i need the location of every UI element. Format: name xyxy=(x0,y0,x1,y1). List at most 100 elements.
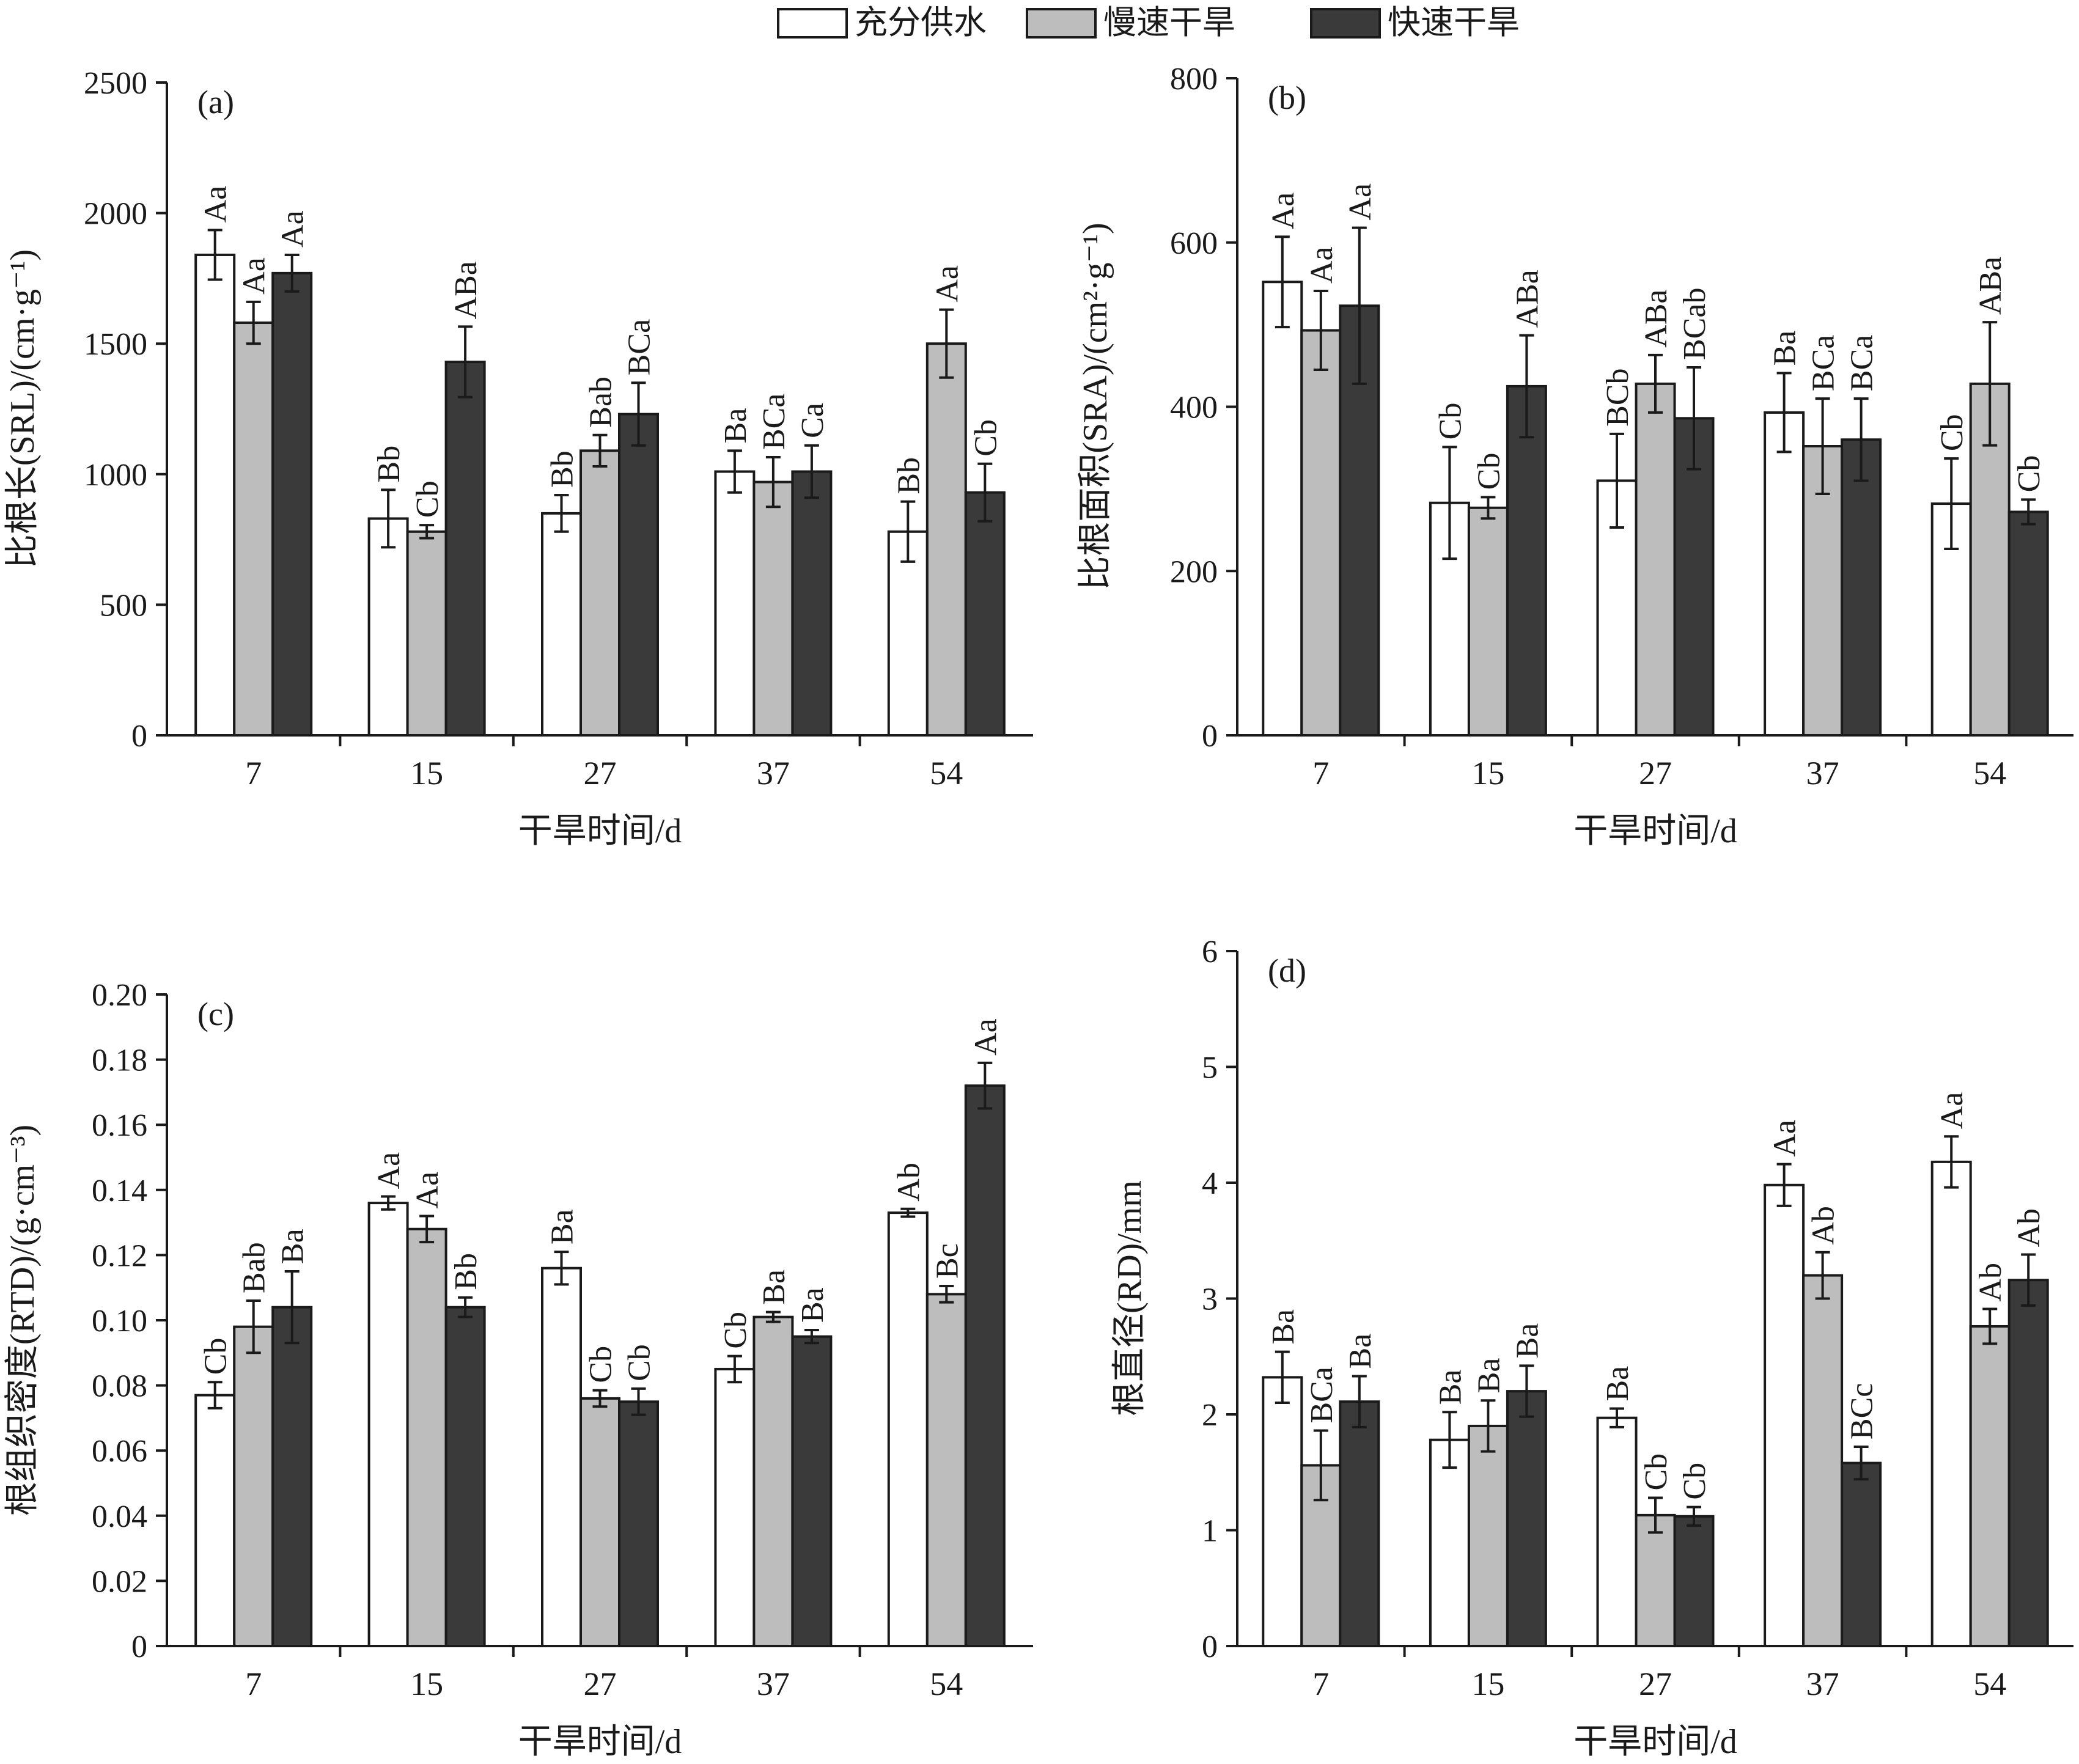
error-bar xyxy=(631,381,646,447)
bar-27-series1 xyxy=(1596,1416,1638,1648)
y-tick-label: 200 xyxy=(1170,554,1218,589)
significance-label: Ab xyxy=(1973,1263,2008,1302)
y-tick-label: 1500 xyxy=(84,327,147,362)
error-bar xyxy=(1275,235,1290,329)
significance-label: BCc xyxy=(1845,1383,1880,1439)
x-tick-label: 37 xyxy=(1806,755,1839,792)
y-tick-label: 5 xyxy=(1202,1051,1218,1086)
error-bar xyxy=(1982,321,1998,447)
x-tick-label: 15 xyxy=(410,755,443,792)
error-bar xyxy=(1687,366,1701,471)
error-bar xyxy=(1519,1364,1534,1418)
error-bar xyxy=(246,300,261,345)
bar-27-series2 xyxy=(1635,382,1676,737)
x-tick-label: 27 xyxy=(1639,1666,1672,1702)
y-tick-label: 0.06 xyxy=(92,1434,147,1469)
significance-label: BCb xyxy=(1600,368,1635,426)
significance-label: Aa xyxy=(199,186,234,223)
error-bar xyxy=(631,1387,646,1416)
bar-27-series3 xyxy=(618,413,659,737)
significance-label: Aa xyxy=(1935,1092,1970,1130)
significance-label: Cb xyxy=(1639,1453,1674,1491)
x-tick-label: 27 xyxy=(584,1666,617,1702)
bar-15-series1 xyxy=(1429,1438,1470,1647)
error-bar xyxy=(1944,457,1959,550)
error-bar xyxy=(1853,1446,1869,1481)
x-tick-label: 27 xyxy=(1639,755,1672,792)
error-bar xyxy=(939,1285,954,1304)
bar-15-series2 xyxy=(1467,506,1509,737)
y-axis-title: 根直径(RD)/mm xyxy=(1111,1180,1149,1416)
bar-15-series3 xyxy=(444,1306,486,1647)
error-bar xyxy=(1442,446,1457,560)
error-bar xyxy=(1815,1251,1830,1300)
significance-label: BCa xyxy=(1845,335,1880,391)
significance-label: ABa xyxy=(1973,257,2008,315)
y-tick-label: 0.18 xyxy=(92,1043,147,1078)
significance-label: BCa xyxy=(622,319,657,375)
significance-label: ABa xyxy=(1510,270,1545,328)
error-bar xyxy=(1610,432,1624,529)
significance-label: Ba xyxy=(1433,1369,1468,1405)
panel-3: 0 0.02 0.04 0.06 0.08 0.10 0.12 0.14 0.16 0.18 0.2… xyxy=(4,978,1033,1761)
significance-label: Ba xyxy=(1471,1358,1506,1393)
significance-label: Ab xyxy=(1806,1206,1841,1245)
x-tick-label: 54 xyxy=(930,755,963,792)
panel-letter: (a) xyxy=(197,84,234,120)
y-tick-label: 0.04 xyxy=(92,1499,147,1534)
error-bar xyxy=(1815,397,1830,495)
significance-label: Aa xyxy=(372,1152,407,1189)
y-tick-label: 0 xyxy=(1202,1630,1218,1664)
legend: 充分供水 慢速干旱 快速干旱 xyxy=(777,4,1520,41)
bar-37-series3 xyxy=(791,1335,833,1647)
y-tick-label: 1000 xyxy=(84,458,147,493)
bar-54-series1 xyxy=(1930,1160,1972,1647)
panel-1: 0 500 1000 1500 2000 2500 7 15 27 37 54 Aa Bb Bb Ba Bb A… xyxy=(4,66,1033,850)
error-bar xyxy=(284,1270,300,1345)
bar-54-series1 xyxy=(887,1211,929,1647)
bar-37-series3 xyxy=(791,470,833,737)
significance-label: Aa xyxy=(1304,246,1339,284)
x-tick-label: 15 xyxy=(1471,1666,1504,1702)
significance-label: Bab xyxy=(584,377,619,428)
bar-7-series3 xyxy=(271,1306,313,1647)
x-tick-label: 54 xyxy=(1973,755,2006,792)
legend-swatch-2 xyxy=(1026,8,1097,39)
bar-27-series2 xyxy=(1635,1513,1676,1647)
bar-37-series2 xyxy=(752,1315,794,1647)
bar-54-series3 xyxy=(964,491,1006,737)
significance-label: Ba xyxy=(757,1270,792,1305)
error-bar xyxy=(381,1195,396,1211)
error-bar xyxy=(804,1328,819,1345)
error-bar xyxy=(900,500,916,563)
significance-label: BCa xyxy=(757,394,792,450)
y-tick-label: 600 xyxy=(1170,226,1218,261)
y-tick-label: 0.14 xyxy=(92,1174,147,1208)
y-tick-label: 2500 xyxy=(84,66,147,101)
error-bar xyxy=(554,1251,569,1286)
significance-label: Ba xyxy=(1600,1366,1635,1402)
significance-label: Aa xyxy=(968,1018,1003,1056)
legend-swatch-3 xyxy=(1310,8,1381,39)
bar-37-series3 xyxy=(1841,438,1882,737)
error-bar xyxy=(284,253,300,293)
error-bar xyxy=(1776,372,1792,454)
x-tick-label: 7 xyxy=(245,755,262,792)
panel-letter: (b) xyxy=(1268,79,1306,116)
panel-letter: (c) xyxy=(197,996,234,1032)
y-tick-label: 800 xyxy=(1170,62,1218,97)
error-bar xyxy=(939,308,954,379)
error-bar xyxy=(727,449,742,494)
error-bar xyxy=(1648,353,1663,414)
significance-label: Cb xyxy=(584,1346,619,1383)
significance-label: Cb xyxy=(2012,455,2047,493)
bar-54-series3 xyxy=(2007,510,2049,737)
significance-label: Aa xyxy=(237,257,272,295)
error-bar xyxy=(554,493,569,533)
significance-label: Ba xyxy=(276,1229,311,1264)
error-bar xyxy=(765,1310,781,1323)
panel-2: 0 200 400 600 800 7 15 27 37 54 Aa Cb BCb Ba Cb Aa Cb ABa… xyxy=(1076,62,2073,850)
error-bar xyxy=(419,1215,435,1244)
significance-label: Cb xyxy=(1935,414,1970,451)
